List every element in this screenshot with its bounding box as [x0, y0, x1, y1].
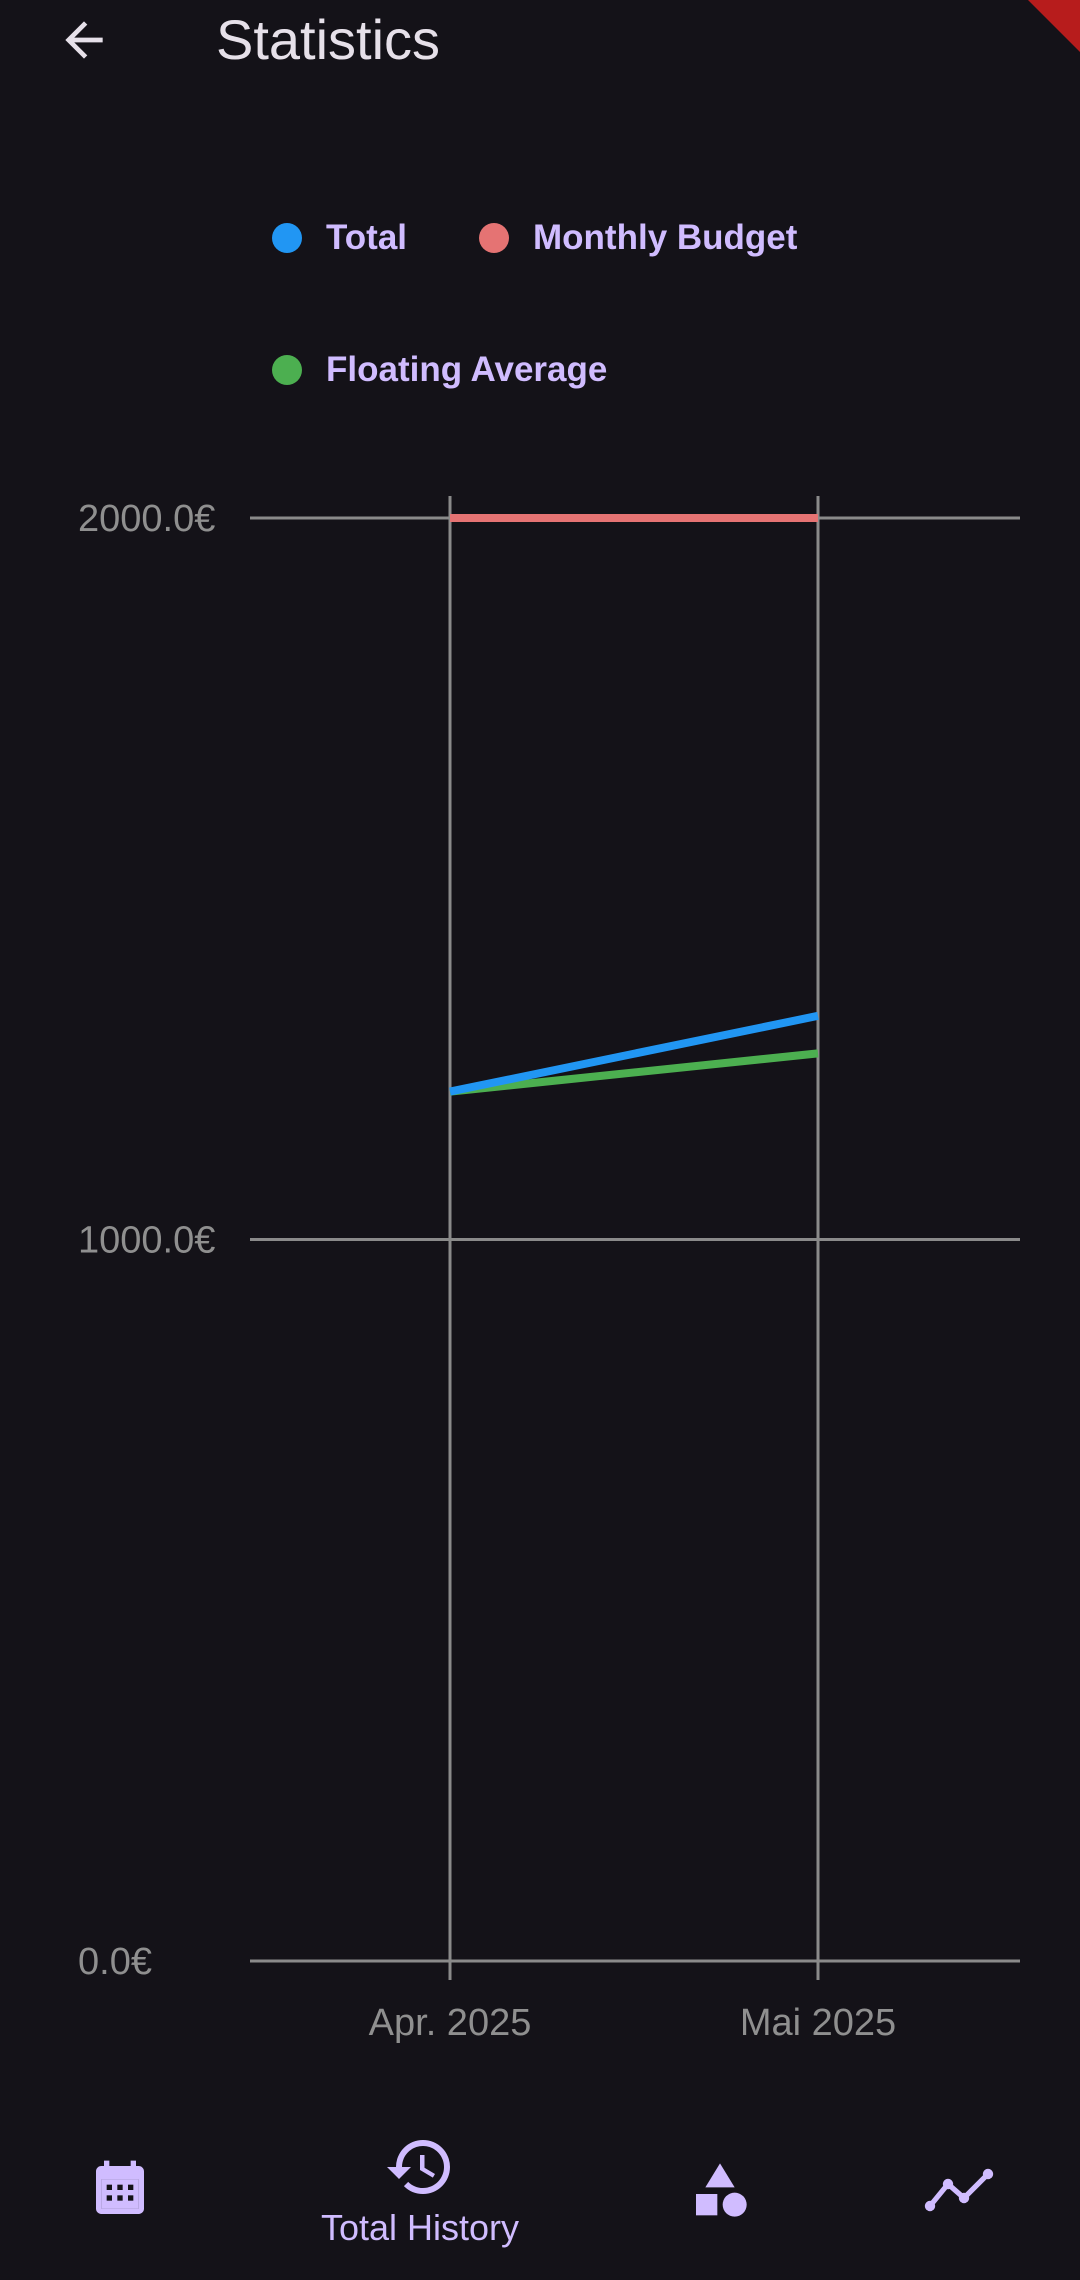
debug-banner [1028, 0, 1080, 52]
legend-dot-monthly-budget [479, 223, 510, 253]
y-tick-label: 1000.0€ [78, 1220, 215, 1262]
legend-label-monthly-budget: Monthly Budget [533, 218, 798, 257]
nav-label-total-history: Total History [320, 2207, 520, 2248]
axis-labels: 0.0€ 1000.0€ 2000.0€ Apr. 2025 Mai 2025 [78, 498, 896, 2044]
x-tick-label: Apr. 2025 [369, 2002, 532, 2044]
nav-item-total-history[interactable]: Total History [290, 2100, 550, 2280]
legend-item-total: Total [272, 218, 407, 258]
x-tick-label: Mai 2025 [740, 2002, 896, 2044]
page-title: Statistics [216, 8, 441, 71]
chart-legend-row-1: Total Monthly Budget [272, 218, 797, 258]
chart-legend-row-2: Floating Average [272, 350, 607, 390]
series-line-floating-average [449, 1049, 819, 1096]
categories-icon [696, 2163, 747, 2217]
series-lines [449, 514, 819, 1096]
y-tick-label: 0.0€ [78, 1941, 152, 1983]
legend-item-floating-average: Floating Average [272, 350, 607, 390]
arrow-back-icon [65, 21, 103, 59]
series-line-total [449, 1011, 819, 1096]
legend-label-total: Total [326, 218, 408, 257]
back-button[interactable] [44, 4, 124, 76]
statistics-icon [924, 2168, 994, 2212]
grid-lines [250, 496, 1020, 1980]
legend-item-monthly-budget: Monthly Budget [479, 218, 797, 258]
nav-item-statistics[interactable] [880, 2100, 1040, 2280]
legend-dot-total [272, 223, 302, 253]
app-bar: Statistics [0, 0, 1080, 80]
legend-label-floating-average: Floating Average [326, 350, 608, 389]
line-chart: 0.0€ 1000.0€ 2000.0€ Apr. 2025 Mai 2025 [78, 496, 1020, 2044]
bottom-navigation-bar: Total History [0, 2100, 1080, 2280]
legend-dot-floating-average [272, 355, 302, 385]
nav-item-categories[interactable] [640, 2100, 800, 2280]
nav-item-calendar[interactable] [40, 2100, 200, 2280]
y-tick-label: 2000.0€ [78, 498, 215, 540]
calendar-icon [96, 2160, 144, 2214]
history-icon [387, 2140, 450, 2194]
